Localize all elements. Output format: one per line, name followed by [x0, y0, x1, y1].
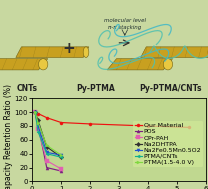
Text: π-π stacking: π-π stacking — [108, 25, 141, 30]
Line: POS: POS — [34, 111, 63, 173]
Ellipse shape — [163, 59, 173, 70]
Text: +: + — [62, 42, 75, 57]
PTMA(1.5-4.0 V) — [34, 111, 36, 113]
Ellipse shape — [38, 59, 48, 70]
POS — [46, 167, 48, 169]
Na2Fe0.5Mn0.5O2 — [37, 125, 39, 127]
Text: Py-PTMA/CNTs: Py-PTMA/CNTs — [139, 84, 202, 93]
Na2Fe0.5Mn0.5O2 — [34, 111, 36, 113]
Polygon shape — [107, 59, 173, 70]
Our Material — [89, 123, 91, 125]
OPr-PAH — [46, 160, 48, 162]
Line: Na2Fe0.5Mn0.5O2: Na2Fe0.5Mn0.5O2 — [34, 111, 63, 157]
POS — [60, 170, 62, 172]
POS — [37, 123, 39, 126]
Ellipse shape — [83, 47, 89, 57]
Text: CNTs: CNTs — [17, 84, 37, 93]
PTMA(1.5-4.0 V) — [46, 144, 48, 146]
Line: PTMA/CNTs: PTMA/CNTs — [34, 111, 63, 159]
Na2Fe0.5Mn0.5O2 — [46, 151, 48, 153]
Line: Na2DHTPA: Na2DHTPA — [34, 111, 63, 159]
Our Material — [187, 126, 190, 129]
Our Material — [34, 111, 36, 113]
Na2DHTPA — [34, 111, 36, 113]
Y-axis label: Capacity Retention Ratio (%): Capacity Retention Ratio (%) — [4, 84, 13, 189]
Na2DHTPA — [60, 156, 62, 158]
Line: PTMA(1.5-4.0 V): PTMA(1.5-4.0 V) — [34, 111, 63, 157]
Text: molecular level: molecular level — [104, 18, 146, 23]
OPr-PAH — [37, 128, 39, 131]
Our Material — [147, 125, 149, 127]
Polygon shape — [16, 47, 89, 57]
PTMA/CNTs — [37, 130, 39, 133]
Polygon shape — [141, 47, 208, 57]
POS — [34, 111, 36, 113]
Our Material — [60, 121, 62, 124]
Text: Py-PTMA: Py-PTMA — [76, 84, 115, 93]
OPr-PAH — [34, 111, 36, 113]
Line: OPr-PAH: OPr-PAH — [34, 111, 63, 170]
Line: Our Material: Our Material — [34, 111, 190, 129]
Our Material — [37, 112, 39, 115]
PTMA/CNTs — [46, 153, 48, 155]
Our Material — [46, 117, 48, 119]
PTMA/CNTs — [60, 156, 62, 158]
PTMA(1.5-4.0 V) — [60, 154, 62, 156]
Na2DHTPA — [37, 119, 39, 122]
Na2Fe0.5Mn0.5O2 — [60, 154, 62, 156]
OPr-PAH — [60, 168, 62, 170]
Polygon shape — [0, 59, 48, 70]
PTMA(1.5-4.0 V) — [37, 121, 39, 124]
Na2DHTPA — [46, 146, 48, 148]
Legend: Our Material, POS, OPr-PAH, Na2DHTPA, Na2Fe0.5Mn0.5O2, PTMA/CNTs, PTMA(1.5-4.0 V: Our Material, POS, OPr-PAH, Na2DHTPA, Na… — [133, 121, 203, 167]
PTMA/CNTs — [34, 111, 36, 113]
